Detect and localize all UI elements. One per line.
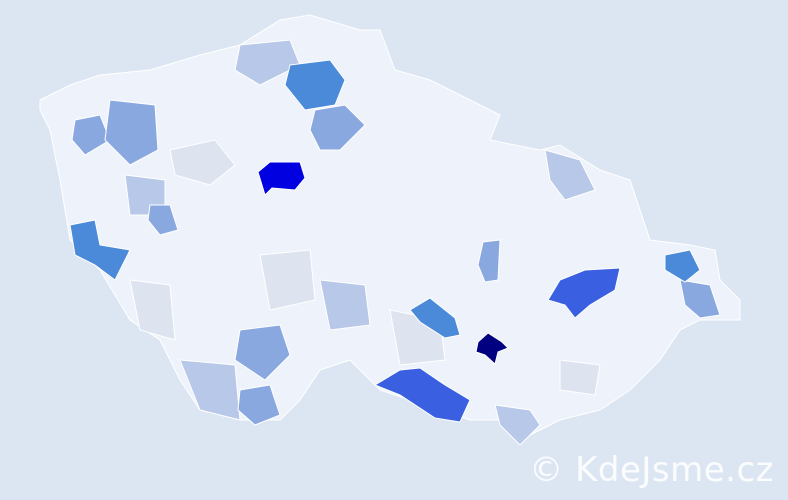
region[interactable] <box>169 139 236 186</box>
region[interactable] <box>559 359 601 396</box>
region[interactable] <box>547 267 621 319</box>
region[interactable] <box>234 324 291 381</box>
region[interactable] <box>664 249 701 283</box>
region[interactable] <box>544 149 596 201</box>
region[interactable] <box>234 39 301 86</box>
region[interactable] <box>69 219 131 281</box>
region[interactable] <box>71 114 111 156</box>
region[interactable] <box>409 297 461 339</box>
region[interactable] <box>477 239 501 283</box>
region[interactable] <box>257 161 306 196</box>
region[interactable] <box>373 367 471 423</box>
region[interactable] <box>319 279 371 331</box>
region[interactable] <box>129 279 176 341</box>
watermark: © KdeJsme.cz <box>529 450 774 490</box>
region[interactable] <box>309 104 366 151</box>
region[interactable] <box>284 59 346 111</box>
region[interactable] <box>147 204 179 236</box>
region[interactable] <box>179 359 241 421</box>
region[interactable] <box>259 249 316 311</box>
region[interactable] <box>237 384 281 426</box>
region[interactable] <box>679 279 721 319</box>
region[interactable] <box>475 332 509 365</box>
region[interactable] <box>104 99 159 166</box>
country-outline <box>39 14 741 441</box>
region[interactable] <box>494 404 541 446</box>
